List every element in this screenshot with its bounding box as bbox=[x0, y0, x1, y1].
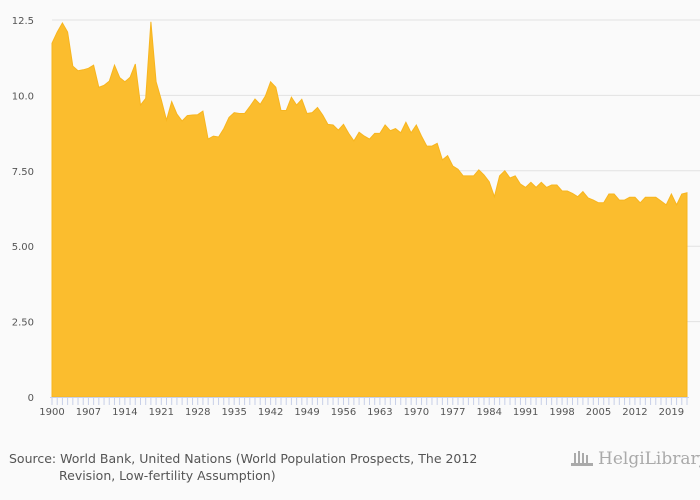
x-tick-label: 1956 bbox=[331, 407, 356, 418]
y-tick-label: 5.00 bbox=[12, 242, 34, 253]
logo-text: HelgiLibrary. bbox=[598, 449, 700, 469]
source-line-1: Source: World Bank, United Nations (Worl… bbox=[9, 451, 478, 466]
x-tick-label: 1942 bbox=[258, 407, 283, 418]
x-axis: 1900 1907 1914 1921 1928 1935 1942 1949 1956 1963… bbox=[39, 397, 689, 418]
source-line-2: Revision, Low-fertility Assumption) bbox=[59, 468, 276, 483]
x-tick-label: 1921 bbox=[149, 407, 174, 418]
x-tick-label: 1914 bbox=[112, 407, 137, 418]
x-tick-label: 1963 bbox=[367, 407, 392, 418]
x-tick-label: 1935 bbox=[221, 407, 246, 418]
x-tick-label: 1949 bbox=[294, 407, 319, 418]
x-tick-label: 2012 bbox=[622, 407, 647, 418]
x-tick-label: 2005 bbox=[586, 407, 611, 418]
x-tick-label: 1900 bbox=[39, 407, 64, 418]
y-tick-label: 7.50 bbox=[12, 167, 34, 178]
x-tick-label: 1998 bbox=[549, 407, 574, 418]
y-tick-label: 2.50 bbox=[12, 318, 34, 329]
x-tick-label: 1928 bbox=[185, 407, 210, 418]
x-tick-label: 1984 bbox=[476, 407, 501, 418]
area-series bbox=[51, 21, 688, 398]
x-tick-label: 1970 bbox=[404, 407, 429, 418]
y-tick-label: 10.0 bbox=[12, 91, 34, 102]
source-note: Source: World Bank, United Nations (Worl… bbox=[9, 450, 509, 484]
y-tick-label: 0 bbox=[28, 393, 34, 404]
x-tick-label: 1907 bbox=[76, 407, 101, 418]
library-building-icon bbox=[571, 451, 593, 466]
x-tick-label: 1991 bbox=[513, 407, 538, 418]
y-tick-label: 12.5 bbox=[12, 16, 34, 27]
y-axis: 0 2.50 5.00 7.50 10.0 12.5 bbox=[12, 16, 34, 404]
x-tick-label: 2019 bbox=[659, 407, 684, 418]
helgi-library-logo[interactable]: HelgiLibrary. bbox=[569, 449, 700, 469]
x-tick-label: 1977 bbox=[440, 407, 465, 418]
